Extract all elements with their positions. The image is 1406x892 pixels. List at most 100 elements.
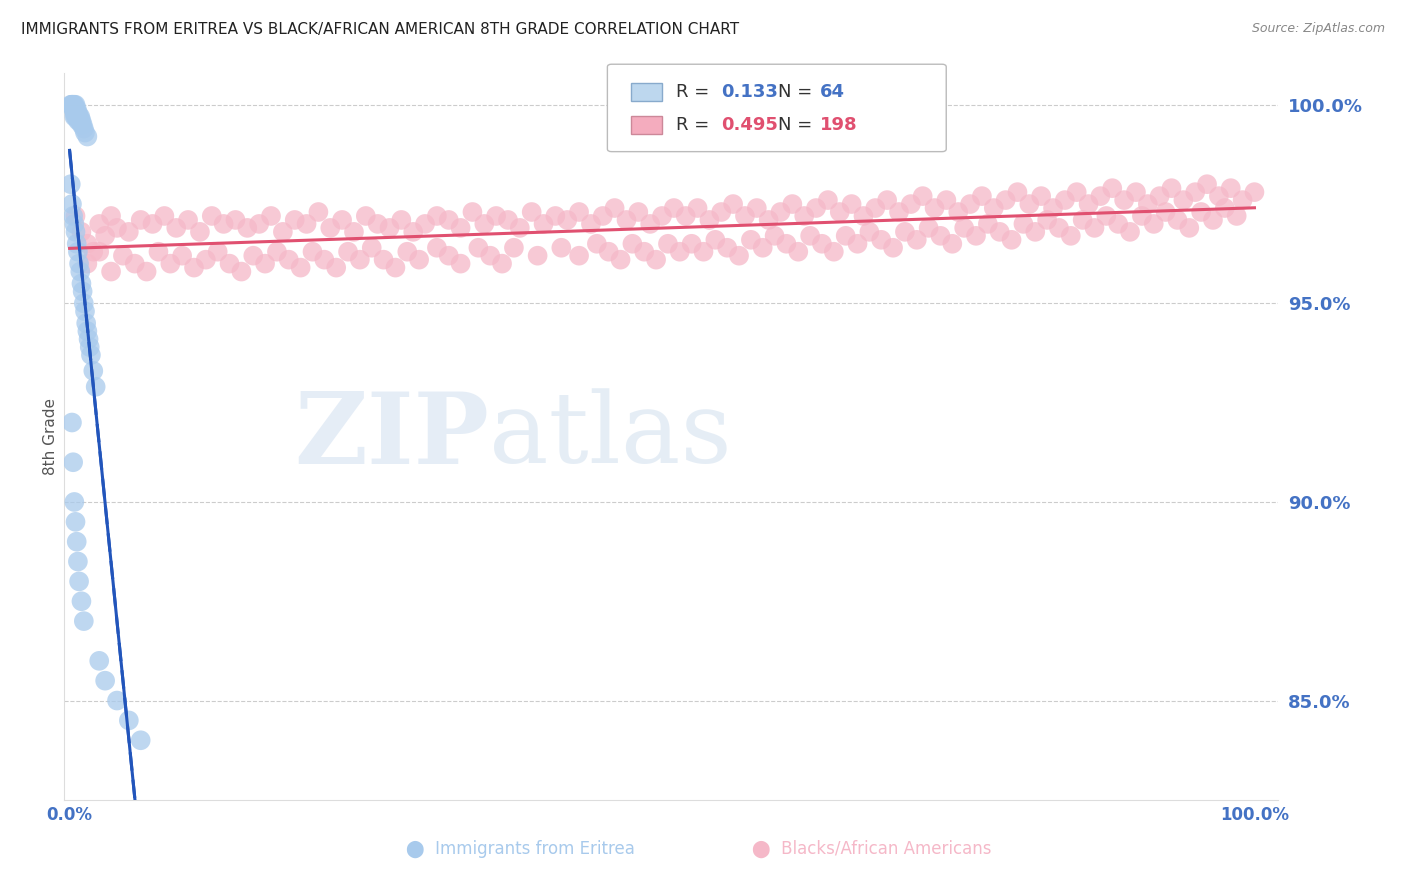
Point [633, 244, 655, 259]
Text: 198: 198 [820, 116, 858, 134]
Point [378, 220, 401, 235]
Point [62, 97, 84, 112]
Point [467, 241, 489, 255]
Point [79, 340, 101, 354]
Point [775, 236, 797, 251]
Point [1119, 225, 1142, 239]
Point [349, 252, 371, 267]
Text: R =: R = [676, 83, 716, 101]
Point [811, 236, 834, 251]
Point [426, 241, 449, 255]
Point [911, 189, 934, 203]
Point [675, 209, 697, 223]
Point [183, 260, 205, 275]
Point [1143, 217, 1166, 231]
Point [188, 225, 211, 239]
Point [67, 574, 90, 589]
Text: Source: ZipAtlas.com: Source: ZipAtlas.com [1251, 22, 1385, 36]
Point [254, 257, 277, 271]
Point [70, 277, 93, 291]
Point [62, 455, 84, 469]
Point [799, 228, 821, 243]
Point [73, 121, 96, 136]
Point [651, 209, 673, 223]
Point [437, 249, 460, 263]
Point [271, 225, 294, 239]
Point [1243, 185, 1265, 199]
Point [1066, 185, 1088, 199]
Point [503, 241, 526, 255]
Point [73, 126, 96, 140]
Point [758, 213, 780, 227]
Point [60, 416, 83, 430]
Point [212, 217, 235, 231]
Point [63, 105, 86, 120]
Point [823, 244, 845, 259]
Point [988, 225, 1011, 239]
Text: N =: N = [778, 116, 817, 134]
Point [496, 213, 519, 227]
Point [277, 252, 299, 267]
Point [603, 201, 626, 215]
Point [568, 205, 591, 219]
Text: ⬤  Immigrants from Eritrea: ⬤ Immigrants from Eritrea [406, 840, 634, 858]
Point [965, 228, 987, 243]
Text: R =: R = [676, 116, 716, 134]
Point [396, 244, 419, 259]
Point [1136, 197, 1159, 211]
Point [66, 113, 89, 128]
Point [153, 209, 176, 223]
Point [526, 249, 548, 263]
Point [905, 233, 928, 247]
Point [65, 110, 87, 124]
Point [426, 209, 449, 223]
Point [1160, 181, 1182, 195]
Point [80, 348, 103, 362]
Point [935, 193, 957, 207]
Point [65, 105, 87, 120]
Point [76, 129, 98, 144]
Point [710, 205, 733, 219]
Point [201, 209, 224, 223]
Point [533, 217, 555, 231]
Point [301, 244, 323, 259]
Point [94, 228, 117, 243]
Text: IMMIGRANTS FROM ERITREA VS BLACK/AFRICAN AMERICAN 8TH GRADE CORRELATION CHART: IMMIGRANTS FROM ERITREA VS BLACK/AFRICAN… [21, 22, 740, 37]
Point [787, 244, 810, 259]
Point [65, 97, 87, 112]
Point [89, 217, 111, 231]
Point [1060, 228, 1083, 243]
Point [568, 249, 591, 263]
Point [520, 205, 543, 219]
Point [94, 673, 117, 688]
Y-axis label: 8th Grade: 8th Grade [44, 398, 58, 475]
Point [745, 201, 768, 215]
Point [544, 209, 567, 223]
Point [73, 296, 96, 310]
Point [63, 102, 86, 116]
Point [461, 205, 484, 219]
Point [70, 118, 93, 132]
Point [491, 257, 513, 271]
Point [1012, 217, 1035, 231]
Point [70, 113, 93, 128]
Point [62, 97, 84, 112]
Point [77, 332, 100, 346]
Point [1000, 233, 1022, 247]
Point [751, 241, 773, 255]
Point [402, 225, 425, 239]
Point [763, 228, 786, 243]
Point [1077, 197, 1099, 211]
Point [384, 260, 406, 275]
Point [76, 236, 98, 251]
Point [207, 244, 229, 259]
Point [846, 236, 869, 251]
Point [105, 693, 128, 707]
Point [721, 197, 744, 211]
Point [616, 213, 638, 227]
Point [65, 225, 87, 239]
Point [290, 260, 312, 275]
Text: 0.0%: 0.0% [46, 805, 93, 824]
Point [89, 244, 111, 259]
Point [65, 102, 87, 116]
